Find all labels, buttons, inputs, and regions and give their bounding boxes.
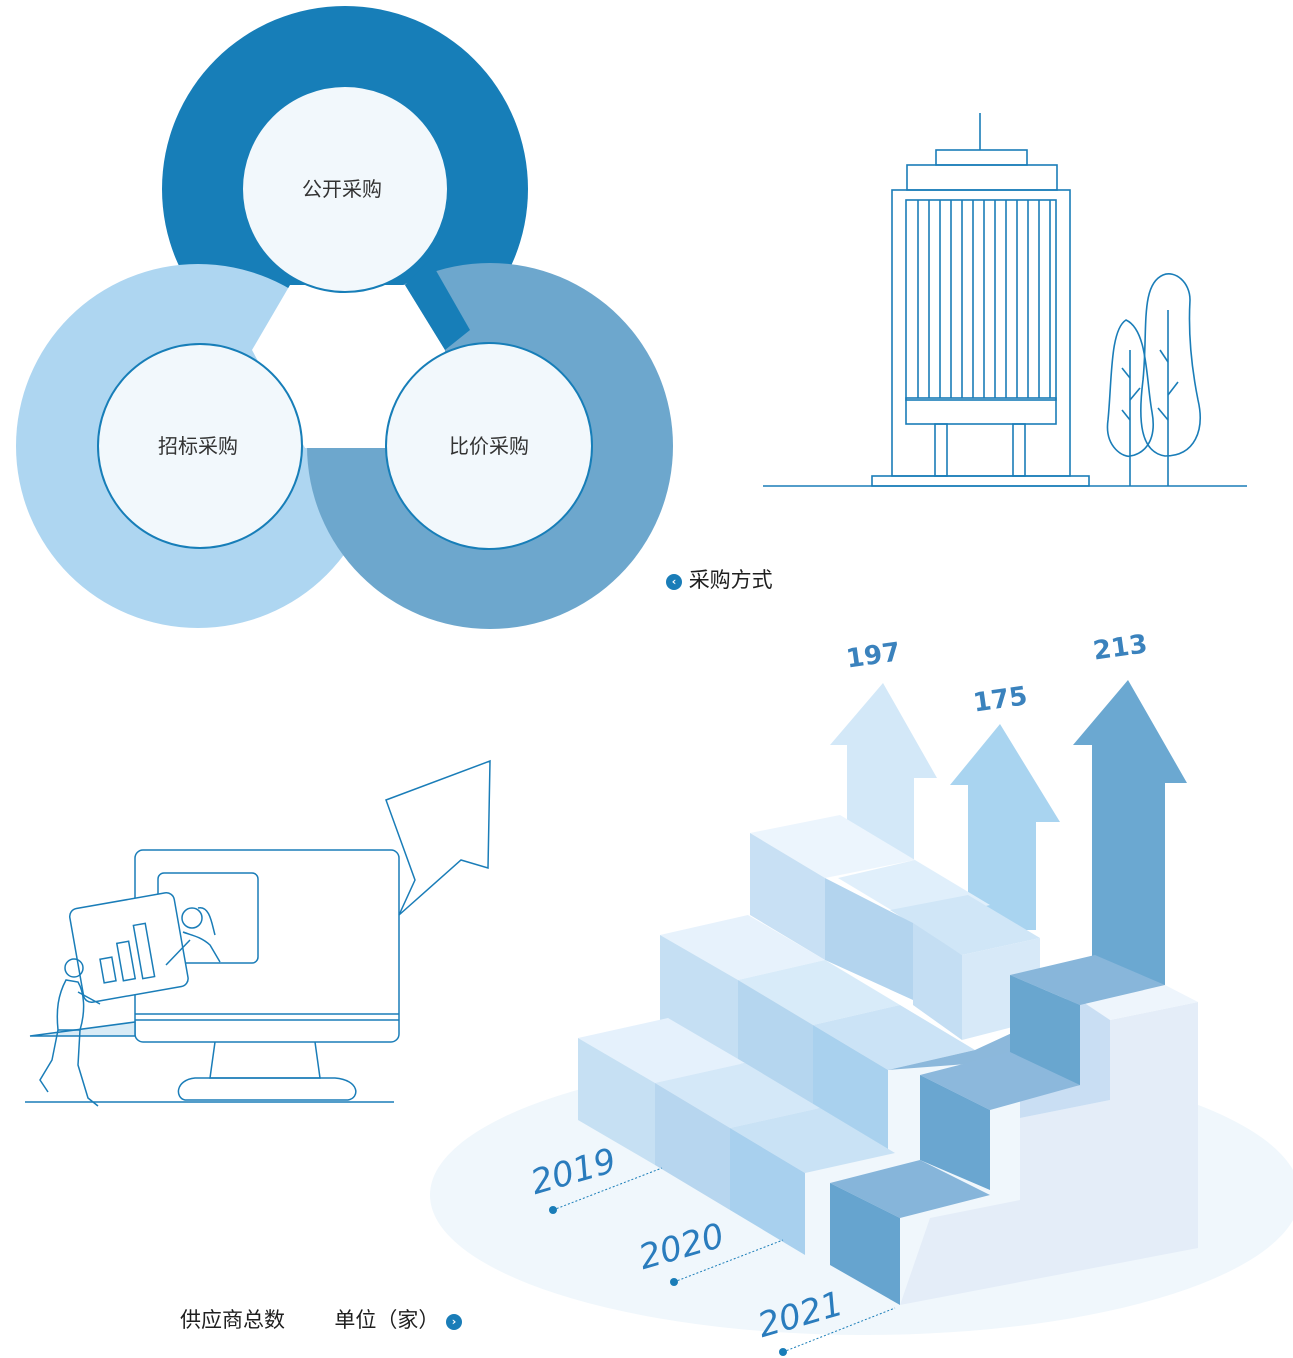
- methods-caption: ‹ 采购方式: [666, 564, 773, 594]
- methods-caption-text: 采购方式: [688, 568, 773, 592]
- procurement-methods-diagram: 公开采购 招标采购 比价采购: [16, 6, 673, 629]
- suppliers-chart: 197 175 213 2019 2020 2021: [430, 629, 1293, 1356]
- suppliers-caption: 供应商总数 单位（家） ›: [180, 1304, 463, 1334]
- arrow-2021: [1073, 680, 1187, 985]
- computer-illustration: [25, 759, 491, 1107]
- label-public-procurement: 公开采购: [302, 177, 382, 201]
- value-2020: 175: [971, 681, 1029, 718]
- chevron-left-icon: ‹: [666, 574, 682, 590]
- value-2019: 197: [844, 637, 902, 674]
- inner-circle-public: [241, 85, 449, 293]
- arrow-2020: [950, 724, 1060, 930]
- inner-circle-price: [385, 342, 593, 550]
- suppliers-caption-unit: 单位（家）: [334, 1308, 440, 1332]
- arrow-2019: [830, 683, 937, 860]
- label-price-procurement: 比价采购: [449, 434, 529, 458]
- suppliers-caption-title: 供应商总数: [180, 1308, 285, 1332]
- value-2021: 213: [1091, 629, 1149, 666]
- inner-circle-tender: [97, 343, 303, 549]
- label-tender-procurement: 招标采购: [158, 434, 238, 458]
- building-illustration: [763, 113, 1247, 487]
- chevron-right-icon: ›: [446, 1314, 463, 1330]
